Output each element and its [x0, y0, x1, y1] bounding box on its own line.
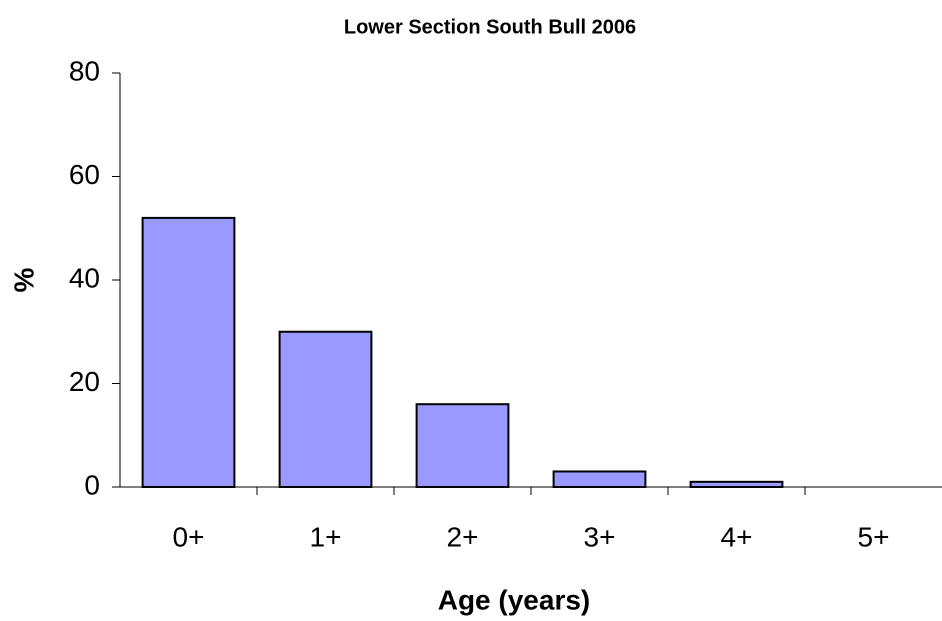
bar [141, 216, 236, 488]
y-tick-label: 60 [69, 159, 100, 190]
x-tick-label: 3+ [584, 521, 616, 552]
y-tick-label: 0 [84, 469, 100, 500]
x-axis-label: Age (years) [438, 584, 591, 615]
bar [689, 480, 784, 489]
bar [552, 470, 647, 489]
chart-title: Lower Section South Bull 2006 [344, 16, 636, 38]
y-tick-label: 20 [69, 366, 100, 397]
x-tick-label: 0+ [173, 521, 205, 552]
x-tick-label: 2+ [447, 521, 479, 552]
y-tick-label: 80 [69, 55, 100, 86]
y-tick-label: 40 [69, 262, 100, 293]
y-axis-label: % [8, 267, 39, 292]
x-tick-label: 5+ [858, 521, 890, 552]
x-tick-label: 1+ [310, 521, 342, 552]
bar [415, 403, 510, 489]
bar [278, 330, 373, 488]
x-tick-label: 4+ [721, 521, 753, 552]
